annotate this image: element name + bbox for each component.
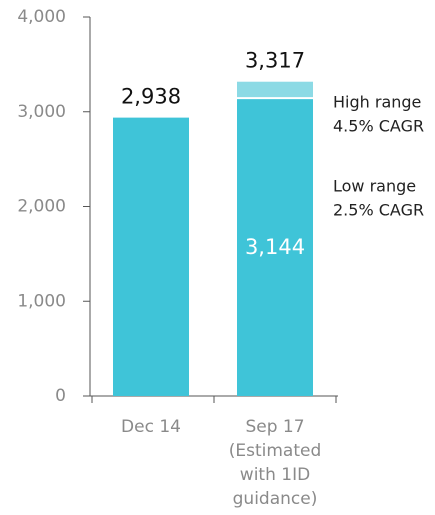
- x-tick-label: with 1ID: [240, 465, 310, 485]
- annotation: 4.5% CAGR: [333, 117, 424, 136]
- x-tick-label: Sep 17: [245, 417, 304, 437]
- y-tick-label: 1,000: [17, 291, 66, 311]
- data-label: 3,317: [245, 49, 305, 73]
- annotation: 2.5% CAGR: [333, 201, 424, 220]
- y-tick-label: 3,000: [17, 102, 66, 122]
- annotation: High range: [333, 93, 421, 112]
- x-tick-label: Dec 14: [121, 417, 181, 437]
- y-tick-label: 2,000: [17, 197, 66, 217]
- x-tick-label: guidance): [233, 489, 318, 509]
- y-tick-label: 4,000: [17, 7, 66, 27]
- y-tick-label: 0: [55, 386, 66, 406]
- bar: [237, 98, 313, 396]
- annotation: Low range: [333, 177, 416, 196]
- x-tick-label: (Estimated: [229, 441, 322, 461]
- bar: [113, 117, 189, 396]
- data-label: 3,144: [245, 235, 305, 259]
- data-label: 2,938: [121, 85, 181, 109]
